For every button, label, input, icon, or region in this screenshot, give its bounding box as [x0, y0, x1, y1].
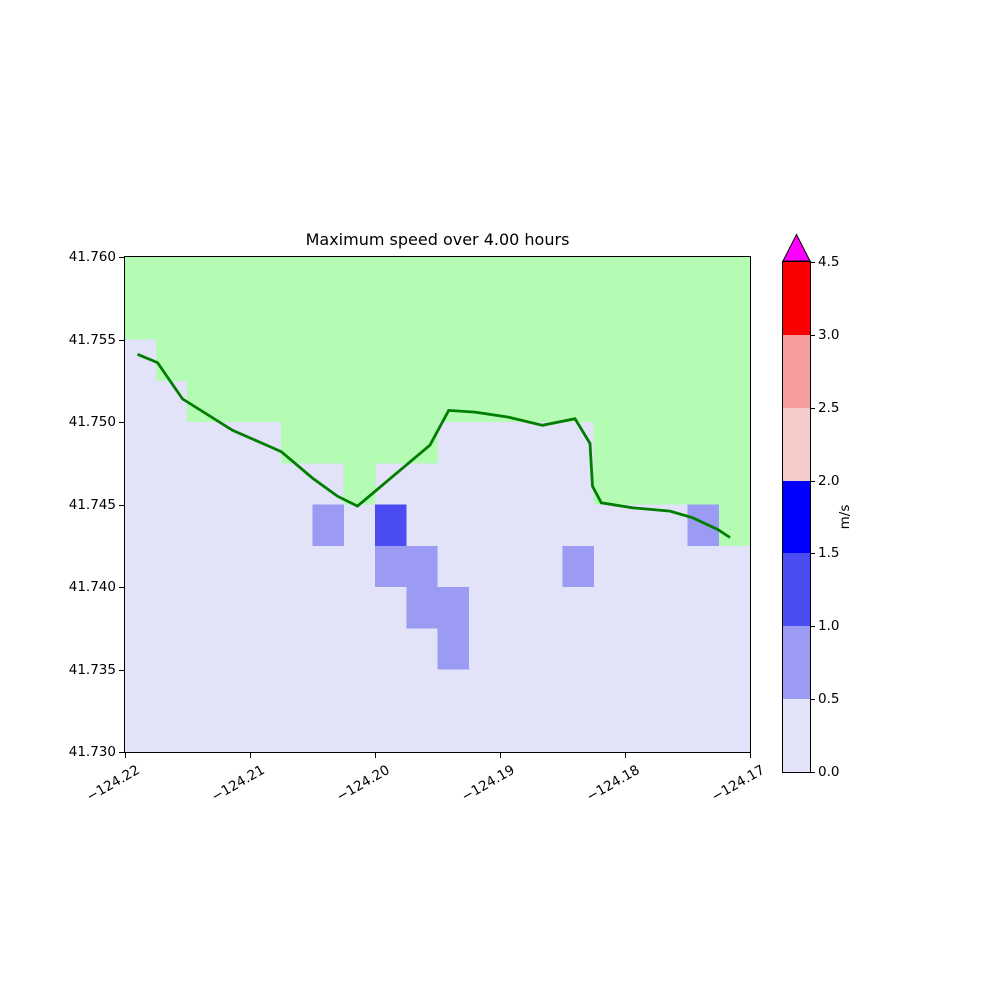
colorbar: [782, 261, 811, 773]
colorbar-over-triangle: [782, 233, 811, 262]
coastline-track-line: [136, 353, 731, 539]
colorbar-segment: [783, 481, 810, 553]
colorbar-tick-label: 3.0: [818, 326, 840, 343]
speed-cell: [437, 628, 469, 670]
colorbar-tick-label: 2.0: [818, 472, 840, 489]
colorbar-tick-mark: [811, 626, 815, 628]
colorbar-segment: [783, 626, 810, 699]
land-cell-column: [593, 257, 626, 505]
x-tick-label: −124.21: [209, 762, 268, 806]
x-tick-label: −124.18: [584, 762, 643, 806]
colorbar-segment: [783, 262, 810, 335]
speed-cell: [437, 587, 469, 629]
colorbar-tick-label: 1.5: [818, 545, 840, 562]
x-tick-label: −124.22: [84, 762, 143, 806]
land-cell-column: [624, 257, 657, 505]
x-tick-mark: [375, 753, 376, 758]
x-tick-mark: [250, 753, 251, 758]
land-cell-column: [655, 257, 688, 505]
x-tick-mark: [500, 753, 501, 758]
land-cell-column: [499, 257, 532, 422]
land-cell-column: [343, 257, 376, 505]
chart-title: Maximum speed over 4.00 hours: [305, 230, 570, 249]
land-cell-column: [125, 257, 157, 340]
land-cell-column: [312, 257, 345, 464]
y-tick-label: 41.735: [68, 661, 116, 678]
colorbar-tick-mark: [811, 334, 815, 336]
land-cell-column: [687, 257, 720, 505]
speed-cell: [406, 545, 438, 587]
y-tick-mark: [119, 422, 124, 423]
speed-cell: [312, 504, 344, 546]
x-tick-mark: [625, 753, 626, 758]
speed-cell: [375, 504, 407, 546]
land-cell-column: [718, 257, 750, 546]
y-tick-mark: [119, 752, 124, 753]
y-tick-mark: [119, 504, 124, 506]
x-tick-mark: [125, 753, 126, 758]
land-cell-column: [249, 257, 282, 422]
colorbar-segment: [783, 335, 810, 408]
colorbar-tick-label: 4.5: [818, 254, 840, 270]
colorbar-tick-mark: [811, 262, 815, 263]
colorbar-tick-mark: [811, 772, 815, 773]
land-cell-column: [530, 257, 563, 422]
colorbar-unit-label: m/s: [837, 504, 853, 530]
land-cell-column: [405, 257, 438, 464]
y-tick-label: 41.755: [68, 331, 116, 348]
land-cell-column: [468, 257, 501, 422]
x-tick-label: −124.20: [334, 762, 393, 806]
y-tick-label: 41.745: [68, 496, 116, 513]
land-cell-column: [280, 257, 313, 464]
colorbar-segment: [783, 699, 810, 772]
colorbar-tick-mark: [811, 553, 815, 555]
x-tick-label: −124.19: [459, 762, 518, 806]
colorbar-tick-label: 0.0: [818, 764, 840, 780]
y-tick-label: 41.740: [68, 579, 116, 595]
land-cell-column: [187, 257, 220, 422]
y-tick-mark: [119, 669, 124, 671]
y-tick-label: 41.760: [68, 249, 116, 265]
colorbar-tick-mark: [811, 699, 815, 701]
y-tick-mark: [119, 587, 124, 588]
colorbar-tick-label: 0.5: [818, 691, 840, 708]
land-cell-column: [437, 257, 470, 422]
colorbar-over-arrow: [782, 233, 811, 262]
speed-cell: [562, 545, 594, 587]
heatmap-canvas: [125, 257, 750, 752]
colorbar-tick-label: 2.5: [818, 399, 840, 416]
speed-cell: [687, 504, 719, 546]
land-cell-column: [374, 257, 407, 464]
land-cell-column: [218, 257, 251, 422]
land-cell-column: [562, 257, 595, 422]
x-tick-mark: [750, 753, 751, 758]
colorbar-tick-mark: [811, 407, 815, 409]
colorbar-segment: [783, 408, 810, 481]
speed-cell: [406, 587, 438, 629]
y-tick-mark: [119, 257, 124, 258]
land-cell-column: [155, 257, 188, 381]
x-tick-label: −124.17: [709, 762, 768, 806]
y-tick-label: 41.730: [68, 744, 116, 760]
y-tick-label: 41.750: [68, 414, 116, 430]
colorbar-tick-mark: [811, 480, 815, 482]
colorbar-segment: [783, 553, 810, 626]
y-tick-mark: [119, 339, 124, 341]
colorbar-tick-label: 1.0: [818, 618, 840, 635]
plot-area: [124, 256, 751, 753]
speed-cell: [375, 545, 407, 587]
